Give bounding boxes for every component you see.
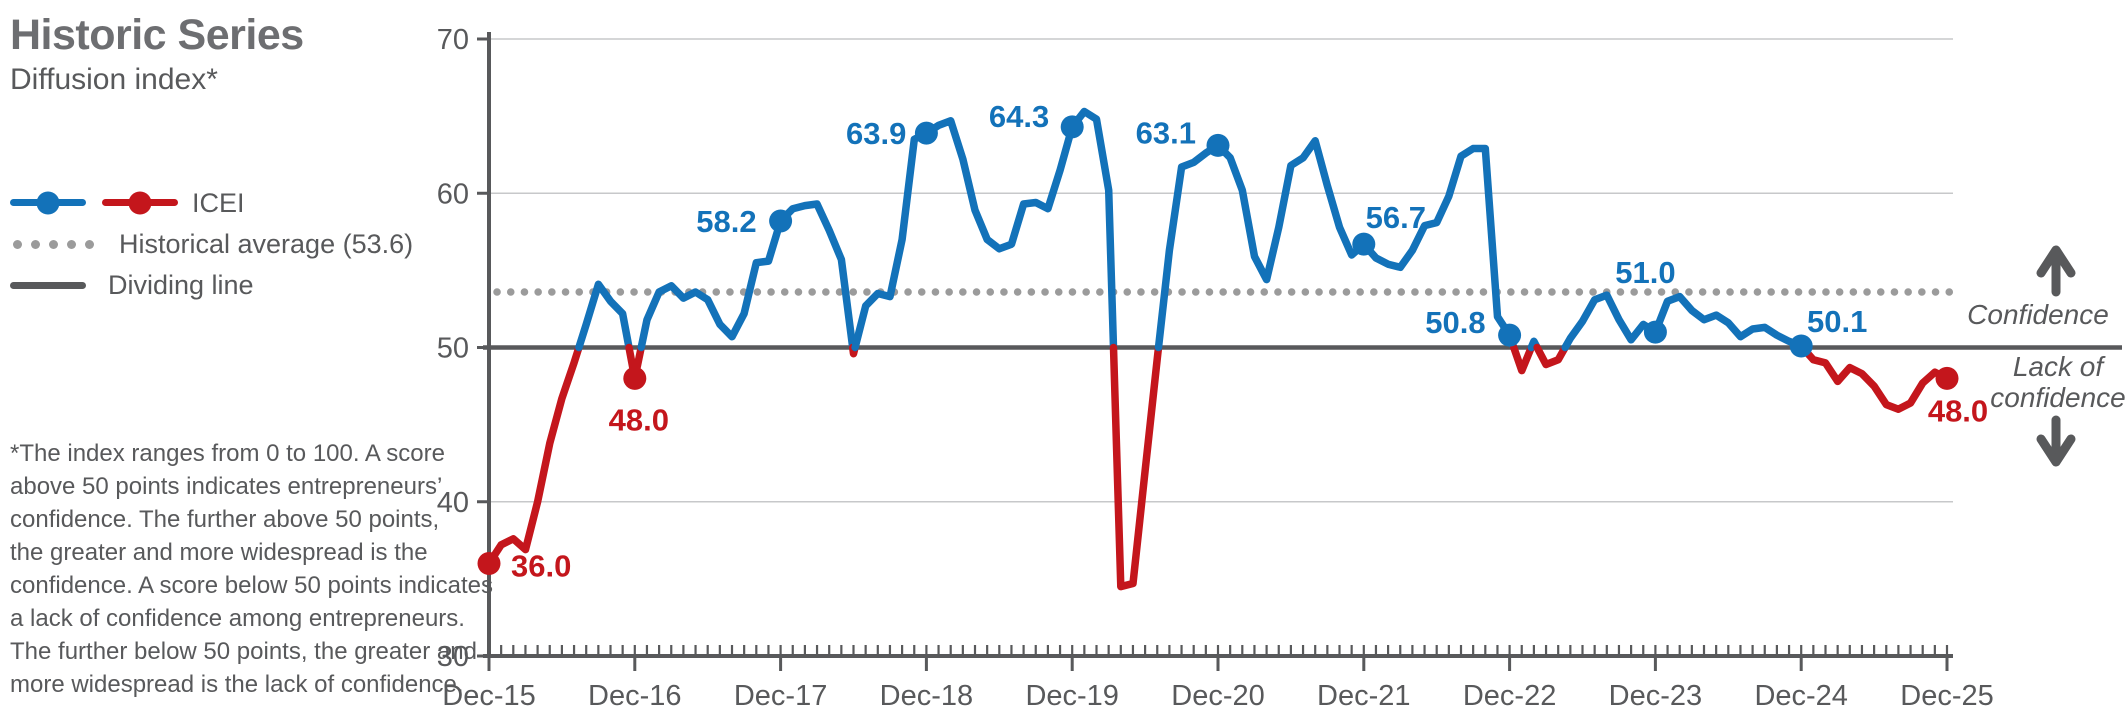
icei-december-dot: [477, 551, 501, 575]
x-axis-tick-label: Dec-25: [1900, 680, 1994, 712]
legend-item-dividing-line: Dividing line: [10, 270, 413, 300]
x-axis-tick-label: Dec-21: [1317, 680, 1411, 712]
header: Historic Series Diffusion index*: [10, 11, 450, 97]
icei-december-dot: [1060, 115, 1084, 139]
solid-line-swatch: [10, 281, 86, 289]
x-axis-tick-label: Dec-16: [588, 680, 682, 712]
y-axis-tick-label: 40: [437, 487, 469, 519]
y-axis-tick-label: 30: [437, 641, 469, 673]
icei-line-segment: [1510, 343, 1536, 375]
icei-value-label: 50.1: [1807, 304, 1867, 339]
x-axis-tick-label: Dec-22: [1463, 680, 1557, 712]
legend-label-historical-average: Historical average (53.6): [119, 228, 414, 259]
legend: ICEI Historical average (53.6) Dividing …: [10, 188, 413, 311]
page-title: Historic Series: [10, 11, 304, 59]
icei-line-segment: [1533, 343, 1569, 369]
icei-december-dot: [1643, 320, 1667, 344]
icei-value-label: 58.2: [696, 204, 756, 239]
page-subtitle: Diffusion index*: [10, 62, 218, 96]
icei-value-label: 63.9: [846, 116, 906, 151]
y-axis-tick-label: 50: [437, 333, 469, 365]
icei-value-label: 63.1: [1136, 115, 1196, 150]
icei-december-dot: [623, 366, 647, 390]
legend-item-icei: ICEI: [10, 188, 413, 218]
x-axis-tick-label: Dec-15: [442, 680, 536, 712]
x-axis-tick-label: Dec-24: [1754, 680, 1848, 712]
x-axis-tick-label: Dec-20: [1171, 680, 1265, 712]
icei-value-label: 64.3: [989, 99, 1049, 134]
icei-december-dot: [914, 121, 938, 145]
icei-blue-line-dot-swatch: [10, 188, 86, 218]
icei-line-segment: [575, 280, 633, 352]
x-axis-tick-label: Dec-18: [880, 680, 974, 712]
legend-label-icei: ICEI: [192, 187, 245, 218]
icei-december-dot: [1206, 133, 1230, 157]
legend-label-dividing-line: Dividing line: [108, 269, 254, 300]
icei-december-dot: [1935, 366, 1959, 390]
icei-value-label: 48.0: [1928, 393, 1988, 428]
icei-line-segment: [1561, 291, 1807, 352]
icei-december-dot: [1789, 334, 1813, 358]
footnote-text: *The index ranges from 0 to 100. A score…: [10, 440, 493, 698]
legend-item-historical-average: Historical average (53.6): [10, 229, 413, 259]
icei-value-label: 36.0: [511, 548, 571, 583]
y-axis-tick-label: 70: [437, 24, 469, 56]
up-arrow-icon: [2036, 245, 2076, 278]
icei-value-label: 51.0: [1615, 255, 1675, 290]
icei-red-line-dot-swatch: [102, 188, 178, 218]
icei-value-label: 48.0: [609, 402, 669, 437]
icei-december-dot: [1352, 232, 1376, 256]
icei-line-segment: [485, 343, 583, 568]
x-axis-tick-label: Dec-17: [734, 680, 828, 712]
lack-of-confidence-zone-label: Lack of confidence: [1990, 351, 2126, 413]
y-axis-tick-label: 60: [437, 178, 469, 210]
icei-line-segment: [1798, 343, 1951, 413]
dotted-line-swatch: [10, 239, 97, 249]
confidence-zone-label: Confidence: [1967, 299, 2109, 330]
icei-line-segment: [637, 200, 857, 352]
icei-value-label: 56.7: [1366, 200, 1426, 235]
x-axis-tick-label: Dec-19: [1025, 680, 1119, 712]
x-axis-tick-label: Dec-23: [1609, 680, 1703, 712]
icei-line-segment: [1109, 343, 1163, 591]
icei-december-dot: [769, 209, 793, 233]
down-arrow-icon: [2036, 434, 2076, 467]
icei-value-label: 50.8: [1425, 305, 1485, 340]
icei-december-dot: [1498, 323, 1522, 347]
